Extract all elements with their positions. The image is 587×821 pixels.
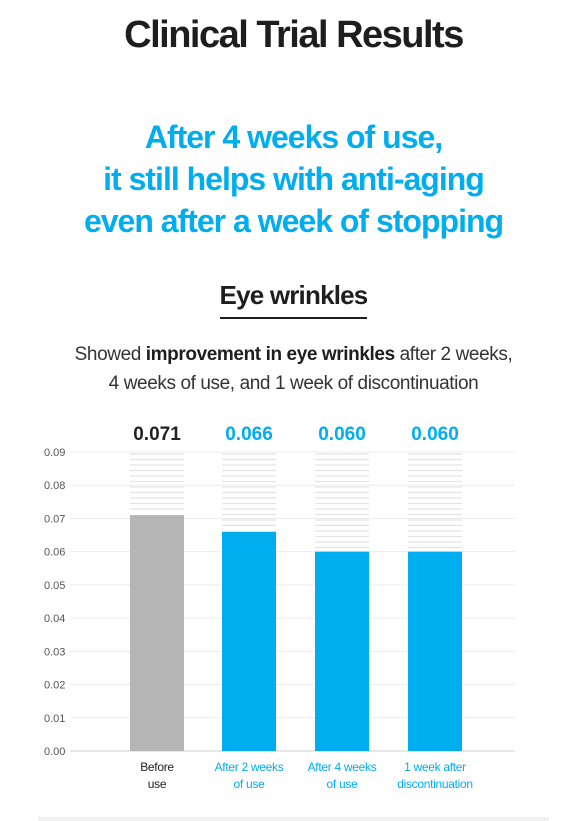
bar [315, 551, 369, 751]
bar [408, 551, 462, 751]
bottom-divider [38, 817, 549, 821]
description-line-2: 4 weeks of use, and 1 week of discontinu… [108, 373, 479, 394]
subheading: Eye wrinkles [0, 280, 587, 319]
category-label: After 2 weeks [215, 760, 284, 774]
y-tick-label: 0.03 [44, 646, 65, 658]
category-label: of use [327, 777, 359, 791]
y-tick-label: 0.06 [44, 547, 65, 559]
category-label: After 4 weeks [308, 760, 377, 774]
description-bold: improvement in eye wrinkles [145, 344, 395, 365]
y-tick-label: 0.07 [44, 513, 65, 525]
headline-line-2: it still helps with anti-aging [103, 161, 485, 197]
data-label: 0.060 [318, 424, 366, 445]
y-tick-label: 0.05 [44, 580, 65, 592]
page-title: Clinical Trial Results [124, 14, 464, 56]
y-tick-label: 0.00 [44, 746, 65, 758]
y-tick-label: 0.01 [44, 713, 65, 725]
data-label: 0.060 [411, 424, 459, 445]
y-tick-label: 0.04 [44, 613, 65, 625]
description: Showed improvement in eye wrinkles after… [0, 340, 587, 398]
y-tick-label: 0.09 [44, 447, 65, 459]
description-prefix: Showed [74, 344, 146, 365]
subheading-text: Eye wrinkles [219, 280, 368, 319]
y-tick-label: 0.08 [44, 480, 65, 492]
headline-line-1: After 4 weeks of use, [144, 119, 443, 155]
headline-line-3: even after a week of stopping [83, 203, 504, 239]
category-label: discontinuation [397, 777, 473, 791]
category-label: 1 week after [404, 760, 466, 774]
headline: After 4 weeks of use, it still helps wit… [0, 116, 587, 242]
category-label: of use [234, 777, 266, 791]
data-label: 0.071 [133, 424, 181, 445]
description-suffix: after 2 weeks, [394, 344, 513, 365]
bar [130, 515, 184, 751]
category-label: use [148, 777, 167, 791]
bar [222, 531, 276, 751]
category-label: Before [140, 760, 174, 774]
data-label: 0.066 [225, 424, 273, 445]
y-tick-label: 0.02 [44, 680, 65, 692]
description-line-1: Showed improvement in eye wrinkles after… [0, 340, 587, 369]
